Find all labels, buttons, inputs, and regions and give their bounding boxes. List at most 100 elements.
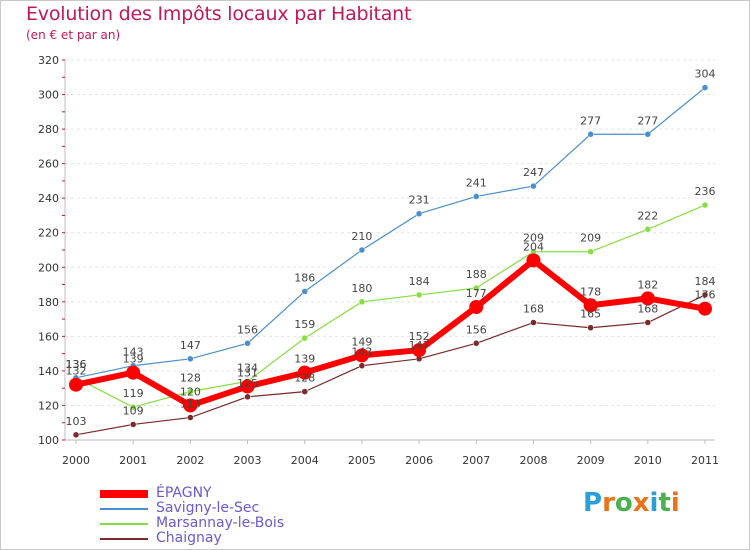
data-label: 277 (580, 114, 601, 127)
legend-label-marsannay: Marsannay-le-Bois (156, 515, 285, 531)
data-point (244, 340, 251, 347)
legend-swatch-savigny (100, 508, 148, 510)
y-tick-label: 160 (38, 330, 59, 343)
data-point (473, 284, 480, 292)
data-label: 247 (523, 166, 544, 179)
data-point (583, 298, 598, 313)
data-point (72, 431, 80, 439)
data-point (530, 319, 537, 326)
legend-label-epagny: ÉPAGNY (156, 485, 212, 501)
data-label: 304 (695, 68, 716, 81)
data-label: 176 (695, 289, 716, 302)
data-label: 180 (351, 282, 372, 295)
x-tick-label: 2007 (462, 454, 490, 467)
axis-layer: 100 120 140 160 180 200 220 240 260 280 300 320 2000… (38, 54, 719, 467)
data-label: 209 (580, 232, 601, 245)
data-label: 168 (523, 303, 544, 316)
y-tick-label: 120 (38, 399, 59, 412)
data-label: 125 (237, 377, 258, 390)
x-tick-label: 2006 (405, 454, 433, 467)
data-point (701, 84, 709, 91)
data-label: 149 (351, 335, 372, 348)
y-tick-label: 100 (38, 434, 59, 447)
legend-swatch-marsannay (100, 523, 148, 525)
data-label: 277 (637, 114, 658, 127)
data-label: 139 (123, 353, 144, 366)
data-point (187, 414, 194, 421)
legend-swatch-epagny (100, 490, 148, 498)
data-point (244, 393, 251, 401)
series-line-3 (75, 294, 706, 436)
logo-letter: i (649, 488, 659, 518)
data-label: 178 (580, 285, 601, 298)
data-point (358, 362, 366, 369)
data-point (644, 226, 652, 233)
logo-letter: x (632, 488, 650, 518)
data-label: 165 (580, 308, 601, 321)
x-tick-label: 2000 (62, 454, 90, 467)
data-point (698, 301, 712, 316)
data-point (297, 365, 312, 380)
data-point (301, 388, 308, 395)
data-point (587, 248, 594, 255)
data-label: 120 (180, 385, 201, 398)
data-point (587, 131, 594, 138)
data-label: 204 (523, 240, 544, 253)
data-label: 236 (695, 185, 716, 198)
y-tick-label: 180 (38, 296, 59, 309)
series-line-1 (75, 87, 706, 379)
label-layer: 132 139 120 131 139 149 152 177 204 178 182 176 136 1… (66, 68, 716, 428)
data-label: 156 (466, 323, 487, 336)
data-label: 136 (66, 358, 87, 371)
data-point (640, 291, 655, 306)
x-tick-label: 2001 (119, 454, 147, 467)
data-point (644, 319, 652, 326)
y-tick-label: 260 (38, 158, 59, 171)
y-tick-label: 320 (38, 54, 59, 67)
x-tick-label: 2011 (691, 454, 719, 467)
data-point (187, 355, 194, 363)
series-layer (69, 84, 712, 439)
y-tick-label: 200 (38, 261, 59, 274)
data-label: 119 (123, 387, 144, 400)
data-point (129, 421, 137, 428)
data-point (187, 388, 194, 395)
x-tick-label: 2009 (577, 454, 605, 467)
data-label: 177 (466, 287, 487, 300)
logo-letter: i (670, 488, 680, 518)
data-label: 186 (294, 271, 315, 284)
data-point (469, 300, 484, 314)
x-tick-label: 2005 (348, 454, 376, 467)
data-label: 109 (123, 404, 144, 417)
data-point (126, 365, 141, 380)
data-label: 168 (637, 303, 658, 316)
data-label: 147 (409, 339, 430, 352)
data-point (354, 348, 369, 363)
data-label: 156 (237, 323, 258, 336)
data-label: 128 (180, 372, 201, 385)
data-label: 147 (180, 339, 201, 352)
data-label: 143 (123, 346, 144, 359)
logo-letter: P (583, 488, 603, 518)
data-point (415, 291, 423, 299)
y-tick-label: 140 (38, 365, 59, 378)
chart-subtitle: (en € et par an) (26, 28, 121, 42)
data-label: 184 (409, 275, 430, 288)
data-point (301, 334, 308, 342)
data-point (701, 201, 709, 209)
data-point (473, 193, 480, 200)
series-line-2 (75, 204, 706, 408)
data-label: 134 (237, 361, 258, 374)
data-label: 128 (294, 372, 315, 385)
data-label: 103 (66, 415, 87, 428)
y-tick-label: 240 (38, 192, 59, 205)
data-point (301, 288, 308, 295)
y-tick-label: 300 (38, 89, 59, 102)
x-tick-label: 2010 (634, 454, 662, 467)
data-point (587, 324, 594, 331)
chart-title: Evolution des Impôts locaux par Habitant (26, 3, 412, 25)
x-tick-label: 2003 (234, 454, 262, 467)
y-tick-label: 280 (38, 123, 59, 136)
data-label: 159 (294, 318, 315, 331)
